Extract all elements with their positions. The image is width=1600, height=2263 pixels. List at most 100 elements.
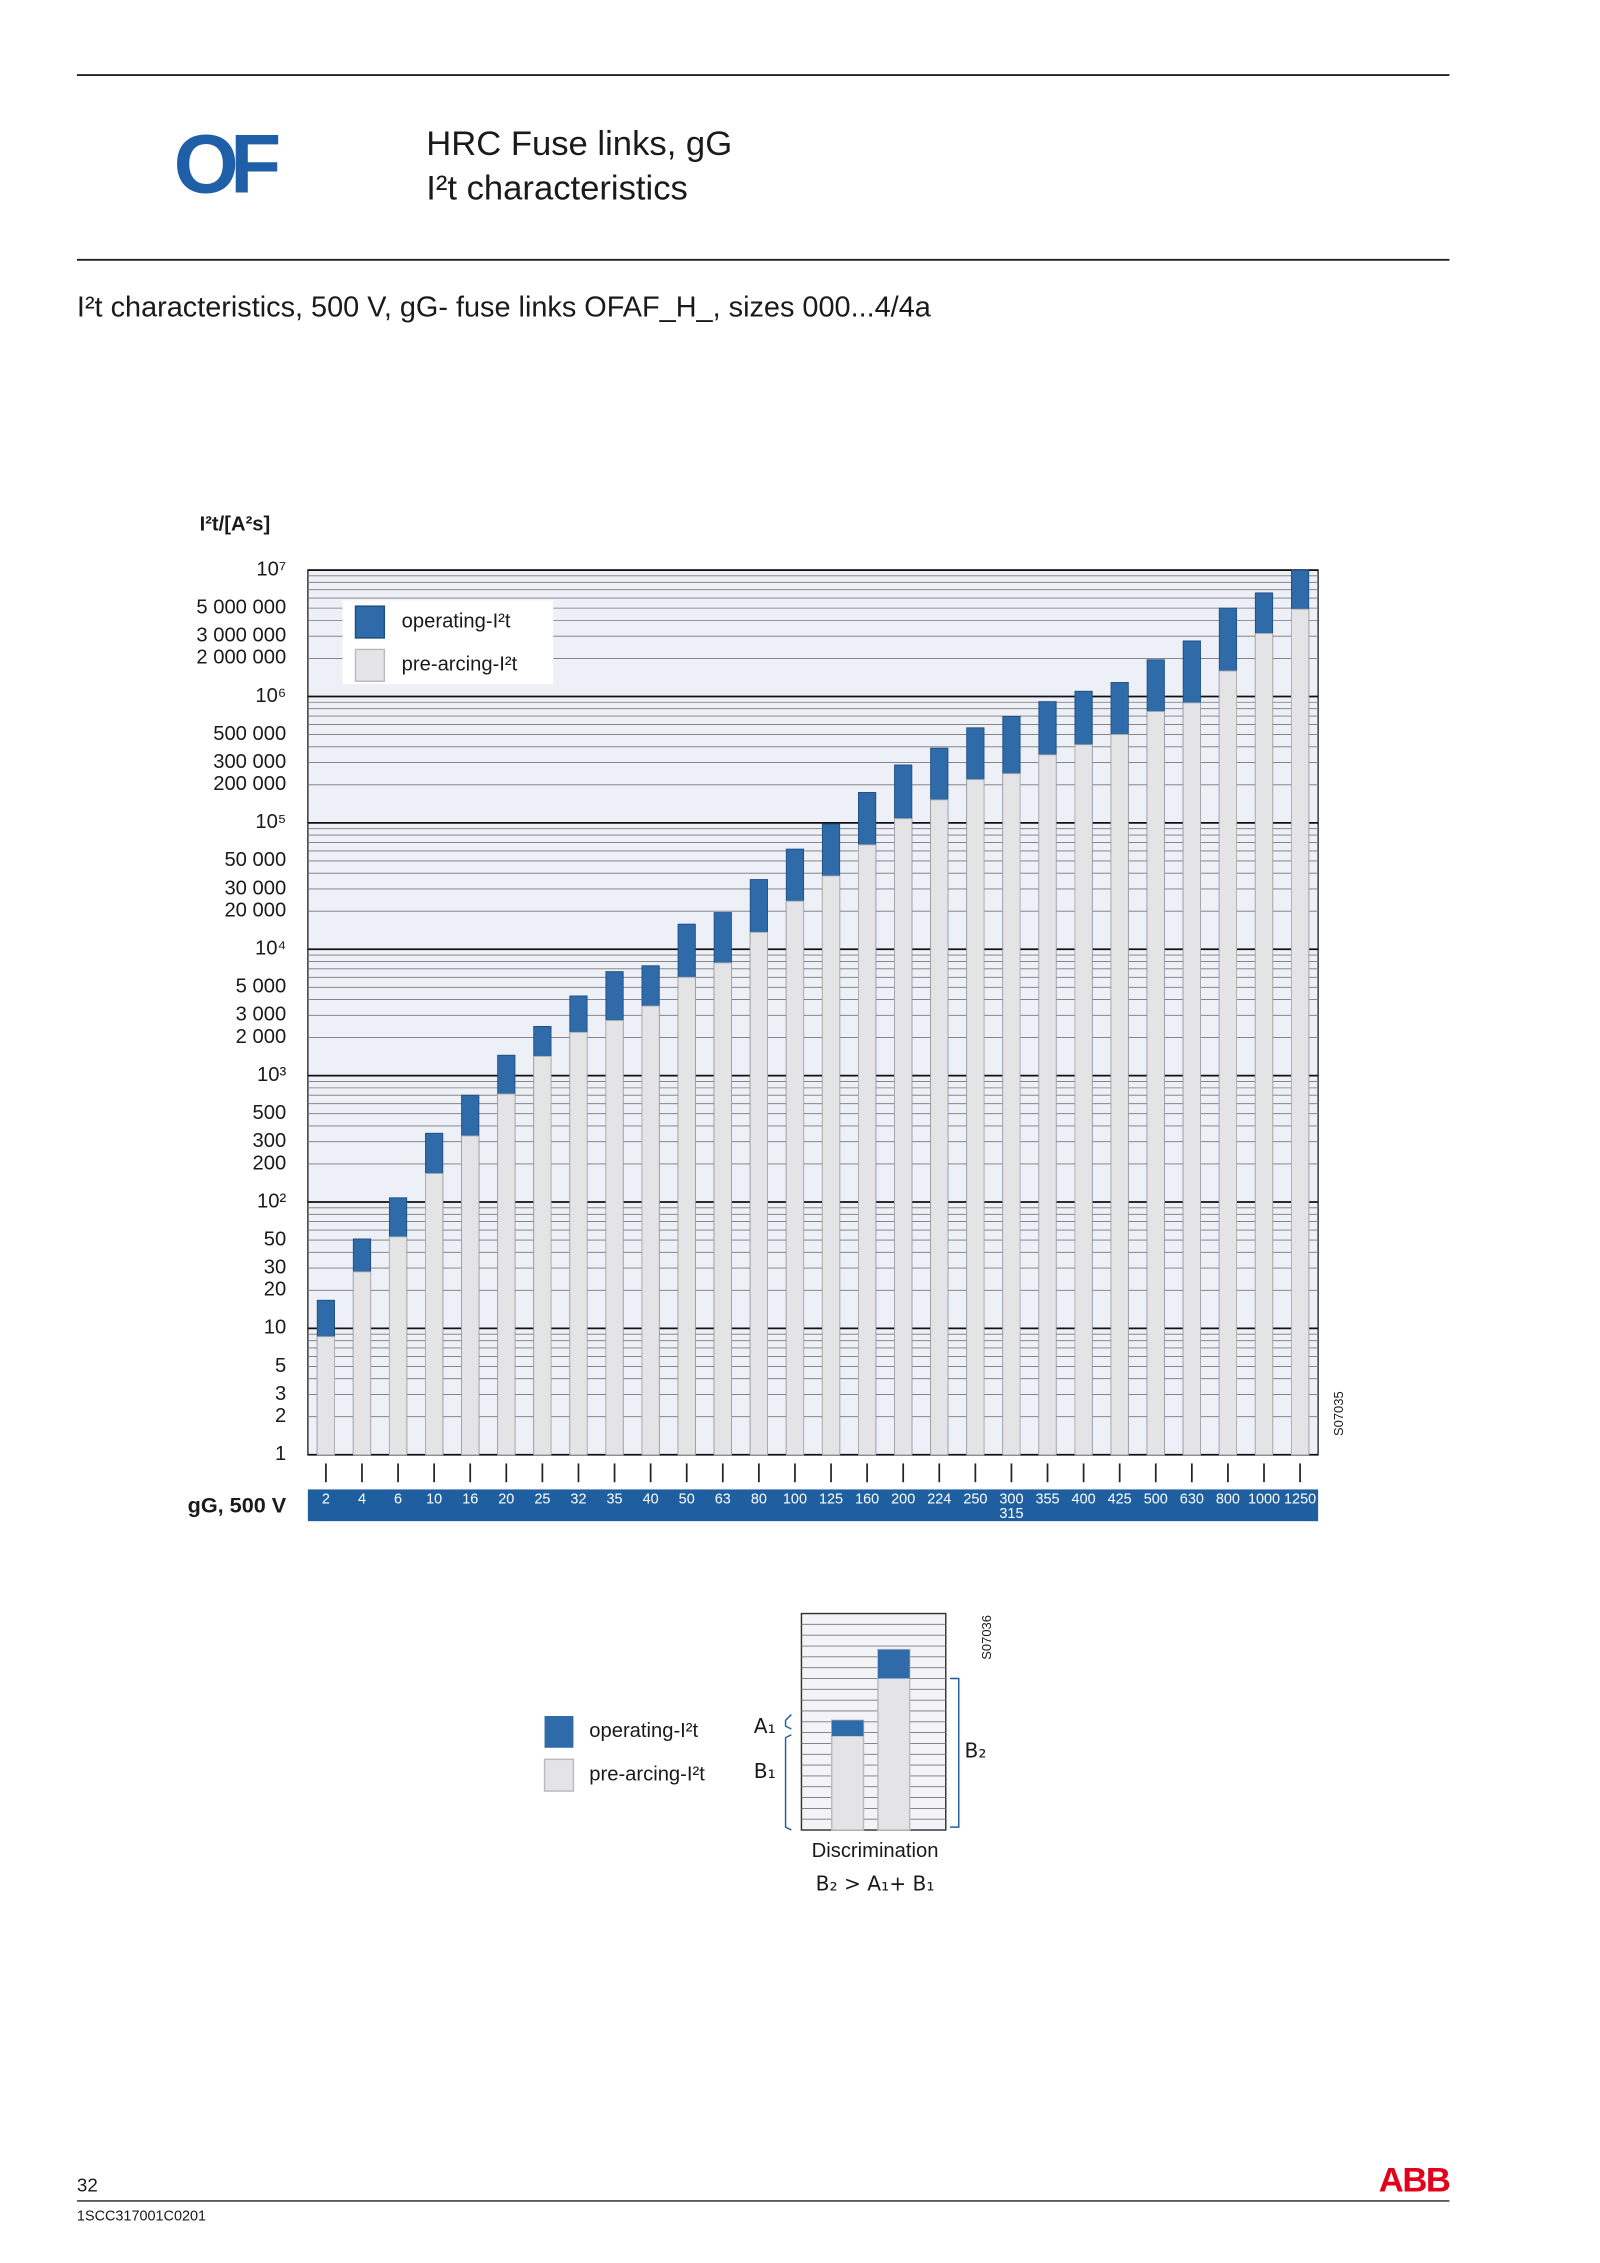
y-tick-label: 2	[275, 1405, 286, 1427]
bar	[388, 1236, 408, 1456]
diagram-bar-top	[831, 1720, 864, 1737]
bar	[1002, 773, 1021, 1456]
brace	[950, 1677, 960, 1828]
x-tick-label: 1000	[1248, 1491, 1280, 1507]
x-tick-label: 80	[751, 1491, 767, 1507]
x-tick-label: 2	[322, 1491, 330, 1507]
bar	[1182, 702, 1201, 1456]
y-tick-label: 500	[253, 1102, 287, 1124]
x-tick-label: 4	[358, 1491, 366, 1507]
y-tick-label: 5 000	[236, 976, 287, 998]
label-b2: B₂	[965, 1739, 987, 1763]
x-axis-title: gG, 500 V	[188, 1492, 287, 1517]
x-tick-label: 500	[1144, 1491, 1168, 1507]
diagram-bar-top	[877, 1649, 910, 1679]
y-tick-label: 200	[253, 1152, 287, 1174]
y-tick-label: 30	[264, 1256, 286, 1278]
diagram-code: S07036	[979, 1615, 994, 1660]
bar	[894, 818, 913, 1456]
bar	[569, 1031, 588, 1456]
y-tick-label: 10⁷	[256, 558, 286, 580]
y-tick-label: 3 000	[236, 1004, 287, 1026]
x-tick-label: 10	[426, 1491, 442, 1507]
x-tick-label: 250	[963, 1491, 987, 1507]
bar	[749, 931, 768, 1456]
x-tick-label: 63	[715, 1491, 731, 1507]
bar	[352, 1271, 372, 1456]
x-tick-label: 160	[855, 1491, 879, 1507]
legend-swatch	[544, 1716, 574, 1748]
title: I²t characteristics	[426, 170, 688, 208]
bar	[641, 1005, 660, 1456]
y-tick-label: 10³	[257, 1064, 286, 1086]
y-axis-title: I²t/[A²s]	[200, 514, 271, 536]
bar	[1038, 754, 1057, 1456]
x-tick-label: 35	[607, 1491, 623, 1507]
legend-swatch	[354, 648, 386, 682]
bar	[1290, 608, 1310, 1456]
x-tick-label: 1250	[1284, 1491, 1316, 1507]
legend-swatch	[543, 1758, 575, 1792]
x-tick-label: 125	[819, 1491, 843, 1507]
bar	[1110, 734, 1129, 1456]
plot-area	[307, 569, 1319, 1456]
y-tick-label: 300	[253, 1130, 287, 1152]
bar	[713, 962, 732, 1456]
chart: I²t/[A²s] gG, 500 V S07035 10⁷ 5 000 000 3…	[188, 514, 1347, 1522]
x-tick-label: 400	[1072, 1491, 1096, 1507]
x-tick-label: 25	[534, 1491, 550, 1507]
bar	[785, 900, 805, 1456]
legend-label: pre-arcing-I²t	[589, 1764, 705, 1786]
x-tick-label: 6	[394, 1491, 402, 1507]
brand-logo: ABB	[1379, 2161, 1450, 2199]
label-b1: B₁	[754, 1759, 776, 1783]
diagram-bar	[831, 1719, 865, 1831]
x-tick-label: 800	[1216, 1491, 1240, 1507]
bar	[966, 779, 985, 1456]
x-tick-label: 50	[679, 1491, 695, 1507]
y-tick-label: 20 000	[224, 900, 286, 922]
y-tick-label: 10⁶	[255, 685, 286, 707]
y-tick-label: 10⁴	[255, 938, 286, 960]
x-tick-label: 16	[462, 1491, 478, 1507]
x-tick-label: 32	[570, 1491, 586, 1507]
y-tick-label: 2 000	[236, 1026, 287, 1048]
diagram: A₁ B₁ B₂ S07036 operating-I²t pre-arcing…	[543, 1612, 994, 1895]
bar	[677, 976, 696, 1456]
y-tick-label: 500 000	[213, 723, 286, 745]
y-tick-label: 3 000 000	[196, 625, 286, 647]
y-tick-label: 2 000 000	[196, 647, 286, 669]
bar	[605, 1020, 624, 1456]
bar	[1074, 744, 1093, 1456]
page-number: 32	[77, 2174, 98, 2195]
legend-label: pre-arcing-I²t	[402, 654, 518, 676]
legend-label: operating-I²t	[402, 610, 511, 632]
x-tick-label: 224	[927, 1491, 951, 1507]
label-a1: A₁	[754, 1714, 776, 1738]
y-tick-label: 10²	[257, 1190, 286, 1212]
x-tick-label: 40	[643, 1491, 659, 1507]
x-tick-label: 300	[999, 1491, 1023, 1507]
caption: Discrimination	[812, 1840, 939, 1862]
bar	[533, 1055, 552, 1456]
chart-code: S07035	[1331, 1391, 1346, 1436]
bar	[316, 1336, 335, 1456]
x-tick-label: 100	[783, 1491, 807, 1507]
y-tick-label: 1	[275, 1443, 286, 1465]
y-tick-label: 5	[275, 1355, 286, 1377]
bar	[1254, 633, 1274, 1456]
x-tick-label: 315	[999, 1506, 1023, 1522]
section-title: I²t characteristics, 500 V, gG- fuse lin…	[77, 291, 932, 323]
y-tick-label: 20	[264, 1279, 286, 1301]
doc-id: 1SCC317001C0201	[77, 2209, 206, 2225]
y-tick-label: 30 000	[224, 877, 286, 899]
bar	[1146, 711, 1165, 1456]
bar	[497, 1093, 516, 1456]
legend-label: operating-I²t	[589, 1720, 698, 1742]
legend-swatch	[354, 605, 386, 639]
bar	[821, 875, 841, 1456]
formula: B₂ > A₁+ B₁	[816, 1871, 935, 1895]
y-tick-label: 200 000	[213, 773, 286, 795]
title: HRC Fuse links, gG	[426, 125, 732, 163]
